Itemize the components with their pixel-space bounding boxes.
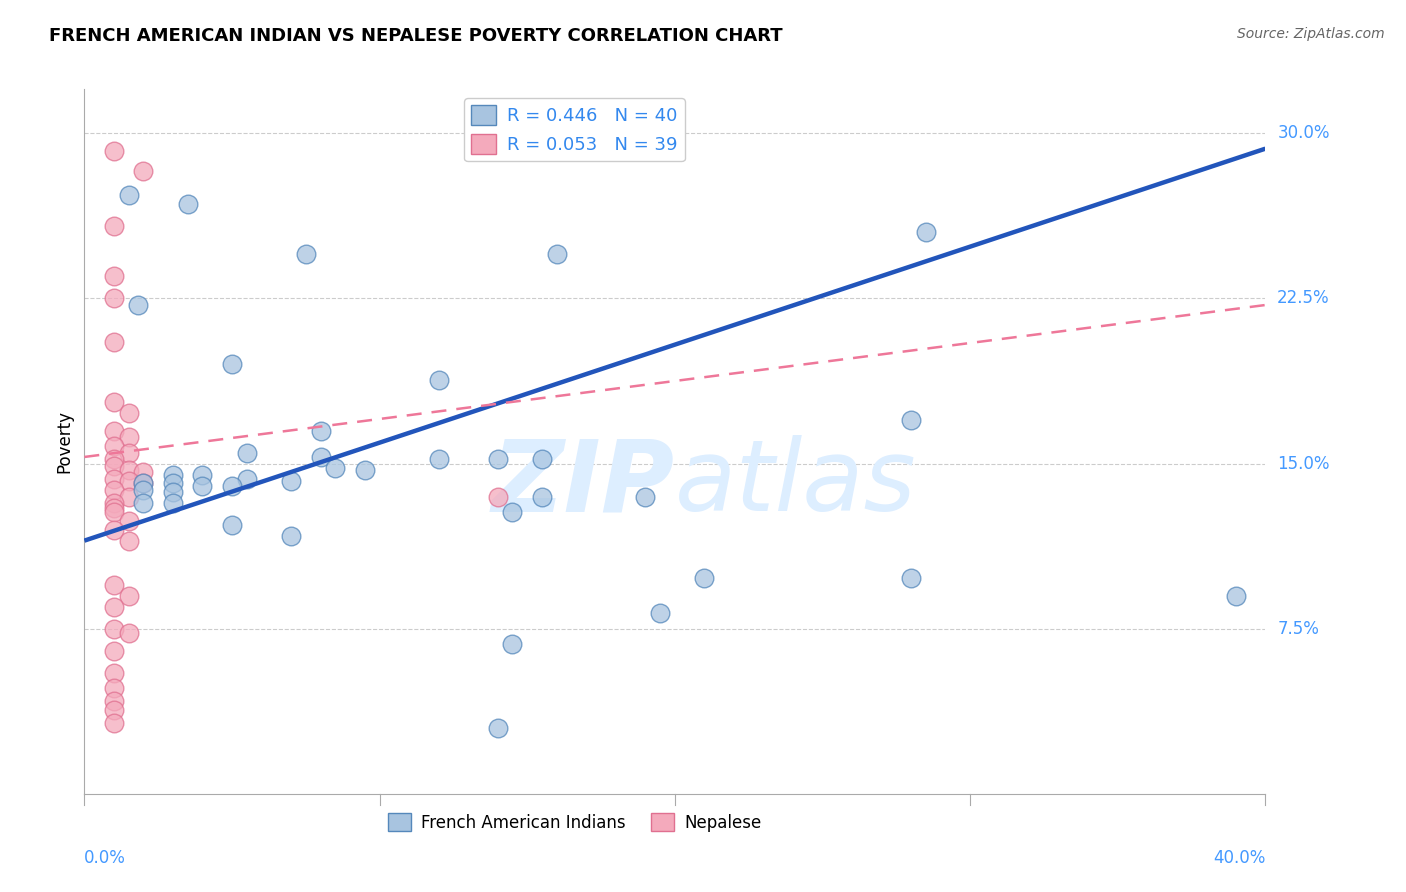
- Point: [103, 439, 125, 453]
- Text: 7.5%: 7.5%: [1277, 620, 1319, 638]
- Point: [162, 476, 184, 491]
- Point: [221, 518, 243, 533]
- Point: [236, 445, 259, 459]
- Text: 40.0%: 40.0%: [1213, 849, 1265, 867]
- Point: [132, 163, 155, 178]
- Point: [118, 187, 141, 202]
- Point: [900, 412, 922, 426]
- Point: [103, 505, 125, 519]
- Point: [103, 144, 125, 158]
- Point: [118, 514, 141, 528]
- Point: [103, 577, 125, 591]
- Point: [191, 478, 214, 492]
- Point: [236, 472, 259, 486]
- Point: [280, 529, 302, 543]
- Point: [127, 298, 149, 312]
- Point: [427, 452, 450, 467]
- Point: [118, 490, 141, 504]
- Point: [531, 452, 554, 467]
- Point: [191, 467, 214, 482]
- Point: [103, 269, 125, 284]
- Text: Source: ZipAtlas.com: Source: ZipAtlas.com: [1237, 27, 1385, 41]
- Point: [132, 483, 155, 497]
- Point: [531, 490, 554, 504]
- Point: [486, 490, 509, 504]
- Point: [118, 589, 141, 603]
- Text: FRENCH AMERICAN INDIAN VS NEPALESE POVERTY CORRELATION CHART: FRENCH AMERICAN INDIAN VS NEPALESE POVER…: [49, 27, 783, 45]
- Point: [103, 500, 125, 515]
- Y-axis label: Poverty: Poverty: [55, 410, 73, 473]
- Point: [103, 622, 125, 636]
- Point: [915, 225, 938, 239]
- Point: [295, 247, 318, 261]
- Point: [103, 472, 125, 486]
- Point: [309, 450, 332, 464]
- Point: [221, 358, 243, 372]
- Point: [162, 496, 184, 510]
- Point: [650, 607, 672, 621]
- Point: [221, 478, 243, 492]
- Point: [103, 395, 125, 409]
- Point: [177, 196, 200, 211]
- Text: 30.0%: 30.0%: [1277, 124, 1330, 142]
- Text: 0.0%: 0.0%: [84, 849, 127, 867]
- Point: [103, 665, 125, 680]
- Point: [354, 463, 377, 477]
- Point: [103, 219, 125, 233]
- Point: [103, 644, 125, 658]
- Point: [103, 424, 125, 438]
- Text: 22.5%: 22.5%: [1277, 289, 1330, 308]
- Point: [118, 626, 141, 640]
- Point: [118, 406, 141, 420]
- Point: [103, 458, 125, 473]
- Point: [325, 461, 347, 475]
- Point: [162, 467, 184, 482]
- Point: [103, 523, 125, 537]
- Point: [501, 505, 523, 519]
- Point: [1225, 589, 1247, 603]
- Point: [693, 571, 716, 585]
- Point: [103, 599, 125, 614]
- Point: [427, 373, 450, 387]
- Point: [118, 430, 141, 444]
- Point: [132, 496, 155, 510]
- Text: atlas: atlas: [675, 435, 917, 533]
- Point: [162, 485, 184, 500]
- Text: 15.0%: 15.0%: [1277, 455, 1330, 473]
- Point: [118, 533, 141, 548]
- Point: [900, 571, 922, 585]
- Point: [118, 474, 141, 488]
- Point: [103, 703, 125, 717]
- Point: [546, 247, 568, 261]
- Legend: French American Indians, Nepalese: French American Indians, Nepalese: [381, 806, 768, 838]
- Point: [103, 292, 125, 306]
- Point: [103, 716, 125, 731]
- Point: [132, 476, 155, 491]
- Point: [309, 424, 332, 438]
- Point: [486, 721, 509, 735]
- Point: [103, 496, 125, 510]
- Point: [486, 452, 509, 467]
- Point: [103, 452, 125, 467]
- Point: [132, 466, 155, 480]
- Point: [118, 445, 141, 459]
- Point: [103, 335, 125, 350]
- Point: [132, 476, 155, 491]
- Point: [103, 681, 125, 696]
- Point: [634, 490, 657, 504]
- Point: [103, 483, 125, 497]
- Point: [118, 463, 141, 477]
- Point: [501, 637, 523, 651]
- Point: [280, 474, 302, 488]
- Point: [103, 694, 125, 708]
- Text: ZIP: ZIP: [492, 435, 675, 533]
